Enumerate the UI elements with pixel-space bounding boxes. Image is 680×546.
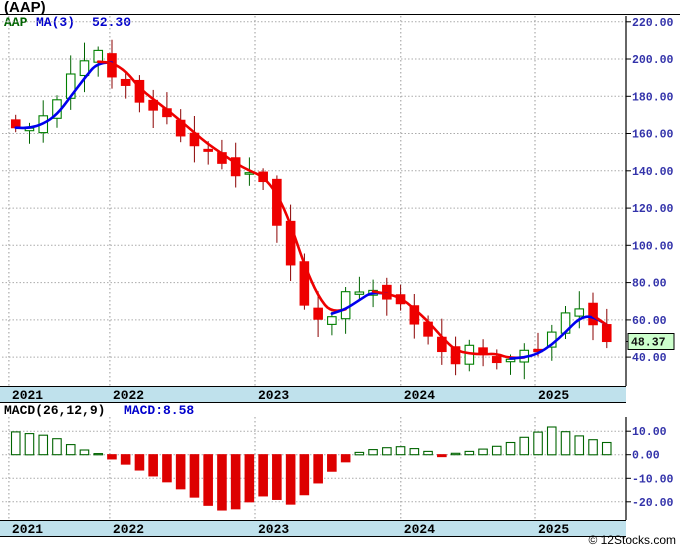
svg-text:2023: 2023 [258, 522, 289, 537]
svg-text:2025: 2025 [538, 522, 569, 537]
svg-text:0.00: 0.00 [632, 450, 660, 463]
svg-text:2021: 2021 [12, 522, 43, 537]
svg-text:-20.00: -20.00 [632, 497, 674, 510]
svg-text:2022: 2022 [113, 522, 144, 537]
svg-text:10.00: 10.00 [632, 426, 667, 439]
svg-text:2024: 2024 [404, 522, 435, 537]
svg-text:-10.00: -10.00 [632, 473, 674, 486]
